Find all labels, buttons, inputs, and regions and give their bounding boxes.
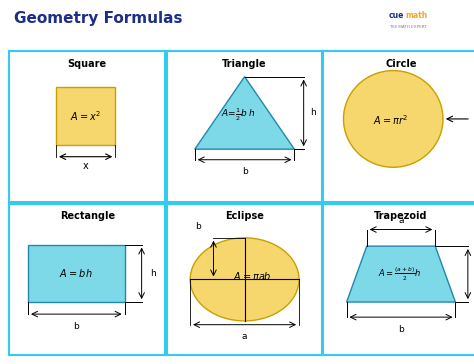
- Text: $A = x^2$: $A = x^2$: [70, 109, 101, 123]
- Bar: [56, 87, 115, 145]
- Text: Rectangle: Rectangle: [60, 211, 115, 221]
- Polygon shape: [195, 77, 294, 149]
- Text: Triangle: Triangle: [222, 59, 267, 68]
- Text: $A \!=\! \frac{1}{2}b\,h$: $A \!=\! \frac{1}{2}b\,h$: [221, 106, 255, 123]
- Text: b: b: [398, 325, 404, 334]
- Text: math: math: [406, 11, 428, 20]
- Polygon shape: [346, 246, 456, 302]
- Text: Geometry Formulas: Geometry Formulas: [14, 11, 182, 26]
- Text: x: x: [83, 161, 89, 171]
- Circle shape: [344, 71, 443, 167]
- Text: Trapezoid: Trapezoid: [374, 211, 428, 221]
- Text: $A = b\,h$: $A = b\,h$: [59, 267, 93, 279]
- Text: b: b: [73, 322, 79, 331]
- Ellipse shape: [190, 238, 299, 321]
- Text: THE MATH EXPERT: THE MATH EXPERT: [389, 25, 427, 29]
- Text: $A = \frac{(a+b)}{2}h$: $A = \frac{(a+b)}{2}h$: [378, 266, 421, 284]
- Text: r: r: [473, 114, 474, 124]
- Text: h: h: [473, 270, 474, 278]
- Text: Square: Square: [68, 59, 107, 68]
- Text: $A = \pi ab$: $A = \pi ab$: [233, 270, 272, 282]
- Text: cue: cue: [389, 11, 404, 20]
- Text: h: h: [150, 269, 155, 278]
- Text: a: a: [242, 332, 247, 341]
- Text: Circle: Circle: [385, 59, 417, 68]
- Text: b: b: [242, 167, 247, 176]
- Text: h: h: [310, 108, 316, 118]
- Text: a: a: [398, 216, 404, 225]
- Bar: [28, 245, 125, 302]
- Text: b: b: [195, 222, 201, 231]
- Text: $A = \pi r^2$: $A = \pi r^2$: [373, 114, 408, 127]
- Text: Eclipse: Eclipse: [225, 211, 264, 221]
